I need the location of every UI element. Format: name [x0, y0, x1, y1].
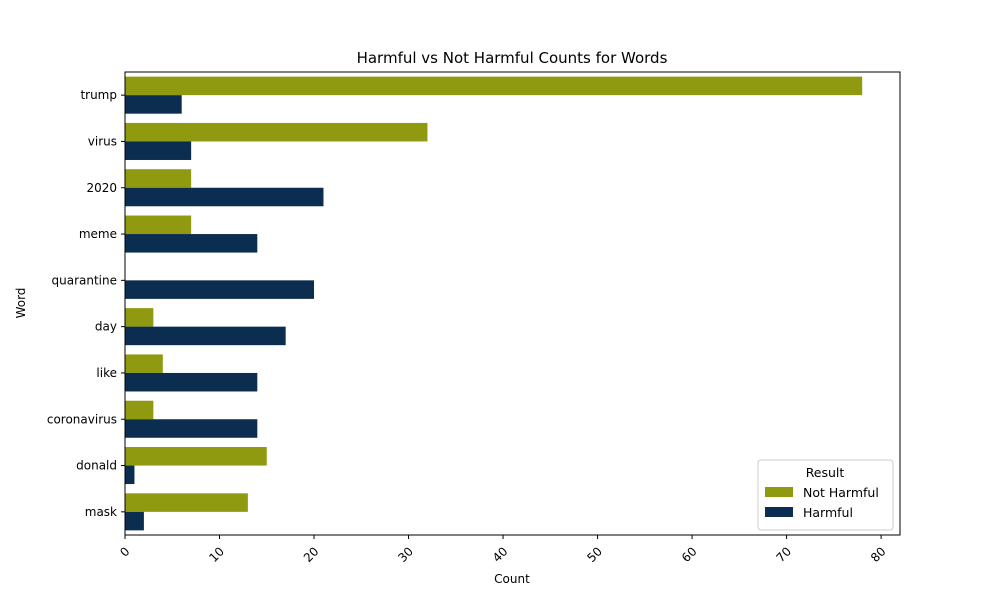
bar-mask-harmful	[125, 511, 144, 531]
bar-2020-not-harmful	[125, 169, 192, 188]
legend-items: Not Harmful Harmful	[765, 485, 879, 520]
bar-virus-harmful	[125, 141, 192, 160]
y-tick-label: 2020	[86, 181, 117, 195]
bar-quarantine-harmful	[125, 280, 315, 299]
x-tick-label: 10	[206, 544, 227, 565]
bar-trump-not-harmful	[125, 76, 863, 96]
y-axis-label: Word	[14, 288, 28, 319]
x-tick-label: 50	[584, 544, 605, 565]
x-axis-ticks: 0 10 20 30 40 50 60 70 80	[117, 535, 889, 565]
legend-label-harmful: Harmful	[803, 505, 853, 520]
bar-donald-not-harmful	[125, 447, 267, 466]
y-tick-label: meme	[79, 227, 117, 241]
x-tick-label: 60	[679, 544, 700, 565]
bar-like-harmful	[125, 372, 258, 392]
chart-title: Harmful vs Not Harmful Counts for Words	[357, 49, 668, 67]
y-tick-label: mask	[85, 505, 117, 519]
x-tick-label: 30	[395, 544, 416, 565]
bar-day-harmful	[125, 326, 286, 346]
x-tick-label: 20	[301, 544, 322, 565]
bar-like-not-harmful	[125, 354, 163, 373]
plot-area-frame	[124, 71, 901, 536]
legend-label-not-harmful: Not Harmful	[803, 485, 879, 500]
y-tick-label: like	[96, 366, 117, 380]
legend-swatch-harmful	[765, 507, 793, 517]
y-tick-label: quarantine	[52, 273, 118, 287]
y-axis-ticks: trump virus 2020 meme quarantine day like coron…	[47, 88, 125, 519]
y-tick-label: day	[95, 320, 117, 334]
legend: Result Not Harmful Harmful	[757, 459, 894, 531]
bar-meme-not-harmful	[125, 215, 192, 235]
x-tick-label: 80	[868, 544, 889, 565]
bar-meme-harmful	[125, 234, 258, 253]
bar-trump-harmful	[125, 95, 182, 114]
bar-mask-not-harmful	[125, 493, 248, 512]
bars-group	[125, 76, 863, 531]
y-tick-label: trump	[80, 88, 117, 102]
x-tick-label: 0	[117, 544, 132, 559]
bar-coronavirus-not-harmful	[125, 400, 154, 420]
bar-virus-not-harmful	[125, 122, 428, 142]
y-tick-label: coronavirus	[47, 412, 117, 426]
x-tick-label: 40	[490, 544, 511, 565]
legend-title: Result	[806, 465, 845, 480]
y-tick-label: virus	[88, 134, 117, 148]
bar-donald-harmful	[125, 465, 135, 485]
bar-day-not-harmful	[125, 308, 154, 327]
x-axis-label: Count	[494, 572, 530, 586]
bar-2020-harmful	[125, 187, 324, 207]
x-tick-label: 70	[773, 544, 794, 565]
legend-swatch-not-harmful	[765, 487, 793, 497]
bar-coronavirus-harmful	[125, 419, 258, 438]
y-tick-label: donald	[76, 459, 117, 473]
